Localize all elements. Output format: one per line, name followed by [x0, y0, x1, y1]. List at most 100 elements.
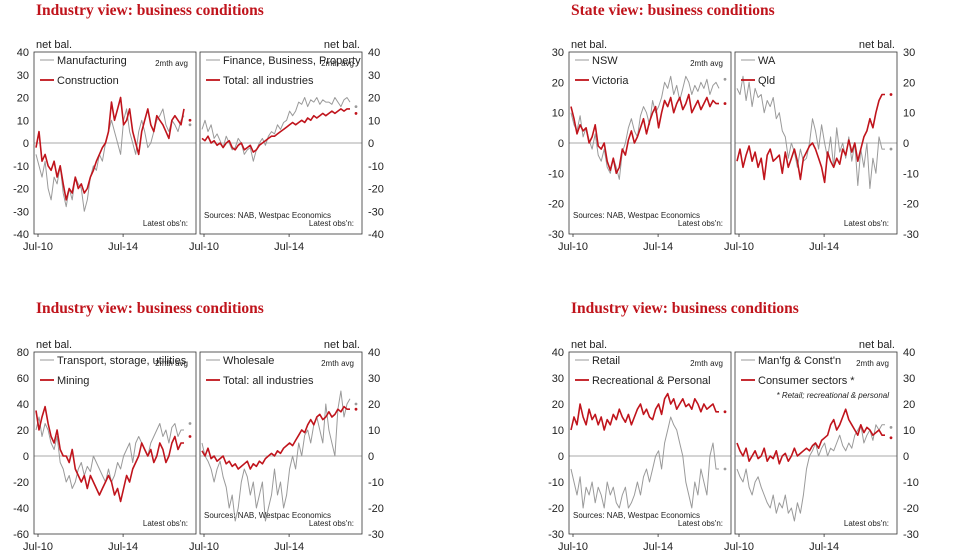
- y-tick-label-right: 40: [368, 347, 380, 359]
- series-line: [736, 408, 885, 465]
- chart-top-right: State view: business conditions net bal.…: [477, 0, 954, 279]
- y-tick-label-left: 0: [558, 138, 564, 150]
- chart-note: * Retail; recreational & personal: [776, 391, 889, 400]
- latest-obs-marker: [188, 123, 192, 127]
- series-line: [35, 416, 184, 489]
- chart-note: 2mth avg: [155, 59, 188, 68]
- x-tick-label: Jul-14: [274, 541, 304, 553]
- y-tick-label-left: 10: [552, 108, 564, 120]
- series-line: [35, 96, 185, 201]
- series-line: [570, 93, 719, 175]
- panel-frame: [33, 351, 197, 535]
- latest-obs-marker: [354, 407, 358, 411]
- latest-obs-marker: [889, 147, 893, 151]
- panel-frame: [568, 351, 732, 535]
- legend-label: Mining: [57, 375, 89, 387]
- x-tick-label: Jul-10: [189, 241, 219, 253]
- chart-note: Sources: NAB, Westpac Economics: [204, 211, 331, 220]
- y-tick-label-left: -10: [548, 477, 564, 489]
- y-tick-label-left: -60: [13, 529, 29, 541]
- y-tick-label-right: 40: [903, 347, 915, 359]
- chart-note: 2mth avg: [690, 359, 723, 368]
- y-tick-label-right: 20: [903, 77, 915, 89]
- latest-obs-marker: [723, 410, 727, 414]
- y-tick-label-left: -30: [548, 529, 564, 541]
- y-tick-label-left: -10: [13, 161, 29, 173]
- y-tick-label-right: 10: [903, 108, 915, 120]
- y-tick-label-right: -40: [368, 229, 384, 241]
- y-tick-label-left: 0: [23, 451, 29, 463]
- x-tick-label: Jul-14: [274, 241, 304, 253]
- latest-obs-marker: [354, 105, 358, 108]
- chart-svg: net bal. net bal. 80 60 40 20 0 -20 -40 -60 40 30 20…: [13, 339, 384, 553]
- y-tick-label-left: 40: [17, 47, 29, 59]
- x-tick-label: Jul-14: [809, 241, 839, 253]
- y-tick-label-left: 10: [552, 425, 564, 437]
- x-tick-label: Jul-10: [724, 241, 754, 253]
- latest-obs-marker: [889, 426, 893, 429]
- y-tick-label-right: 40: [368, 47, 380, 59]
- y-tick-label-left: 20: [552, 77, 564, 89]
- y-tick-label-right: -30: [903, 229, 919, 241]
- y-tick-label-left: 20: [552, 399, 564, 411]
- chart-note: 2mth avg: [321, 59, 354, 68]
- y-tick-label-left: -30: [548, 229, 564, 241]
- chart-note: Sources: NAB, Westpac Economics: [573, 511, 700, 520]
- legend-label: Recreational & Personal: [592, 375, 711, 387]
- y-tick-label-left: -20: [548, 503, 564, 515]
- y-tick-label-right: 20: [368, 399, 380, 411]
- chart-note: Latest obs'n:: [143, 219, 188, 228]
- y-tick-label-right: -20: [903, 503, 919, 515]
- latest-obs-marker: [354, 112, 358, 115]
- series-line: [736, 75, 885, 189]
- y-axis-label-left: net bal.: [571, 339, 607, 351]
- y-tick-label-left: 30: [552, 373, 564, 385]
- chart-note: Sources: NAB, Westpac Economics: [573, 211, 700, 220]
- chart-title: State view: business conditions: [571, 2, 775, 19]
- x-tick-label: Jul-10: [558, 241, 588, 253]
- y-tick-label-right: -30: [368, 206, 384, 218]
- y-tick-label-right: -20: [368, 184, 384, 196]
- latest-obs-marker: [354, 402, 358, 406]
- y-tick-label-left: 40: [17, 399, 29, 411]
- y-tick-label-right: 20: [368, 93, 380, 105]
- series-line: [201, 405, 350, 470]
- panel-frame: [734, 351, 898, 535]
- legend-label: Transport, storage, utilities: [57, 355, 187, 367]
- chart-title: Industry view: business conditions: [571, 300, 799, 317]
- chart-svg: net bal. net bal. 30 20 10 0 -10 -20 -30 30 20 10 0 -…: [548, 39, 919, 253]
- series-line: [570, 392, 719, 431]
- legend-label: NSW: [592, 55, 618, 67]
- x-tick-label: Jul-10: [558, 541, 588, 553]
- y-tick-label-left: 20: [17, 93, 29, 105]
- chart-note: 2mth avg: [321, 359, 354, 368]
- chart-bottom-right: Industry view: business conditions net b…: [477, 298, 954, 559]
- y-tick-label-right: -30: [903, 529, 919, 541]
- y-tick-label-right: 10: [903, 425, 915, 437]
- series-line: [570, 416, 719, 509]
- chart-bottom-left: Industry view: business conditions net b…: [0, 298, 477, 559]
- chart-note: 2mth avg: [690, 59, 723, 68]
- y-tick-label-left: -40: [13, 503, 29, 515]
- panel-frame: [199, 351, 363, 535]
- y-tick-label-left: 20: [17, 425, 29, 437]
- x-tick-label: Jul-14: [108, 541, 138, 553]
- y-tick-label-left: -40: [13, 229, 29, 241]
- y-axis-label-right: net bal.: [859, 39, 895, 51]
- chart-note: Latest obs'n:: [678, 519, 723, 528]
- y-tick-label-left: -20: [13, 477, 29, 489]
- y-tick-label-right: 30: [903, 373, 915, 385]
- latest-obs-marker: [188, 118, 192, 122]
- y-tick-label-left: 60: [17, 373, 29, 385]
- y-tick-label-left: 30: [552, 47, 564, 59]
- y-tick-label-left: -20: [548, 199, 564, 211]
- legend-label: Qld: [758, 75, 775, 87]
- y-tick-label-right: 20: [903, 399, 915, 411]
- y-axis-label-left: net bal.: [36, 339, 72, 351]
- series-line: [35, 405, 184, 503]
- series-line: [570, 75, 720, 180]
- legend-label: Wholesale: [223, 355, 274, 367]
- y-tick-label-left: 40: [552, 347, 564, 359]
- chart-svg: net bal. net bal. 40 30 20 10 0 -10 -20 -30 -40 40 3…: [13, 39, 384, 253]
- legend-label: Total: all industries: [223, 75, 314, 87]
